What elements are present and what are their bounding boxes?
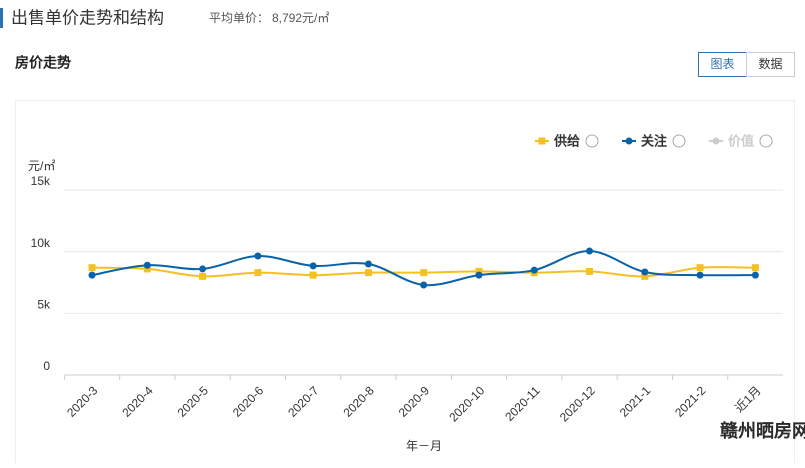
point (309, 271, 317, 279)
legend-label: 供给 (553, 133, 580, 148)
section-title: 房价走势 (15, 55, 71, 71)
point (88, 271, 96, 279)
point (641, 268, 649, 276)
help-icon (585, 134, 599, 148)
legend-label: 关注 (641, 133, 667, 148)
y-tick-label: 15k (31, 174, 51, 188)
y-tick-label: 10k (31, 236, 51, 250)
tab-data[interactable] (746, 52, 795, 77)
help-icon (759, 134, 773, 148)
title-bar (0, 8, 3, 28)
legend-marker (538, 137, 546, 145)
average-value: 8,792元/㎡ (272, 11, 329, 25)
x-axis-label: 年－月 (406, 439, 442, 453)
point (696, 271, 704, 279)
point (364, 269, 372, 277)
point (88, 264, 96, 272)
legend-marker (625, 137, 633, 145)
point (199, 272, 207, 280)
y-tick-label: 0 (43, 359, 50, 373)
point (143, 261, 151, 269)
point (143, 265, 151, 273)
point (530, 266, 538, 274)
point (420, 269, 428, 277)
point (420, 281, 428, 289)
legend-marker (712, 137, 720, 145)
point (254, 252, 262, 260)
point (254, 269, 262, 277)
chart-panel (15, 100, 795, 468)
point (199, 265, 207, 273)
point (364, 260, 372, 268)
average-label: 平均单价： (209, 11, 269, 25)
point (475, 271, 483, 279)
legend-label: 价值 (728, 133, 754, 148)
tab-label[interactable]: 图表 (710, 57, 734, 71)
point (586, 247, 594, 255)
point (586, 267, 594, 275)
point (751, 271, 759, 279)
point (696, 264, 704, 272)
point (475, 267, 483, 275)
point (751, 264, 759, 272)
y-tick-label: 5k (37, 298, 51, 312)
page-title: 出售单价走势和结构 (11, 8, 164, 27)
tab-chart[interactable] (698, 52, 747, 77)
tab-label[interactable]: 数据 (758, 56, 782, 71)
point (309, 262, 317, 270)
watermark: 赣州晒房网 (720, 420, 805, 441)
y-unit: 元/㎡ (28, 159, 55, 173)
point (641, 272, 649, 280)
help-icon (672, 134, 686, 148)
